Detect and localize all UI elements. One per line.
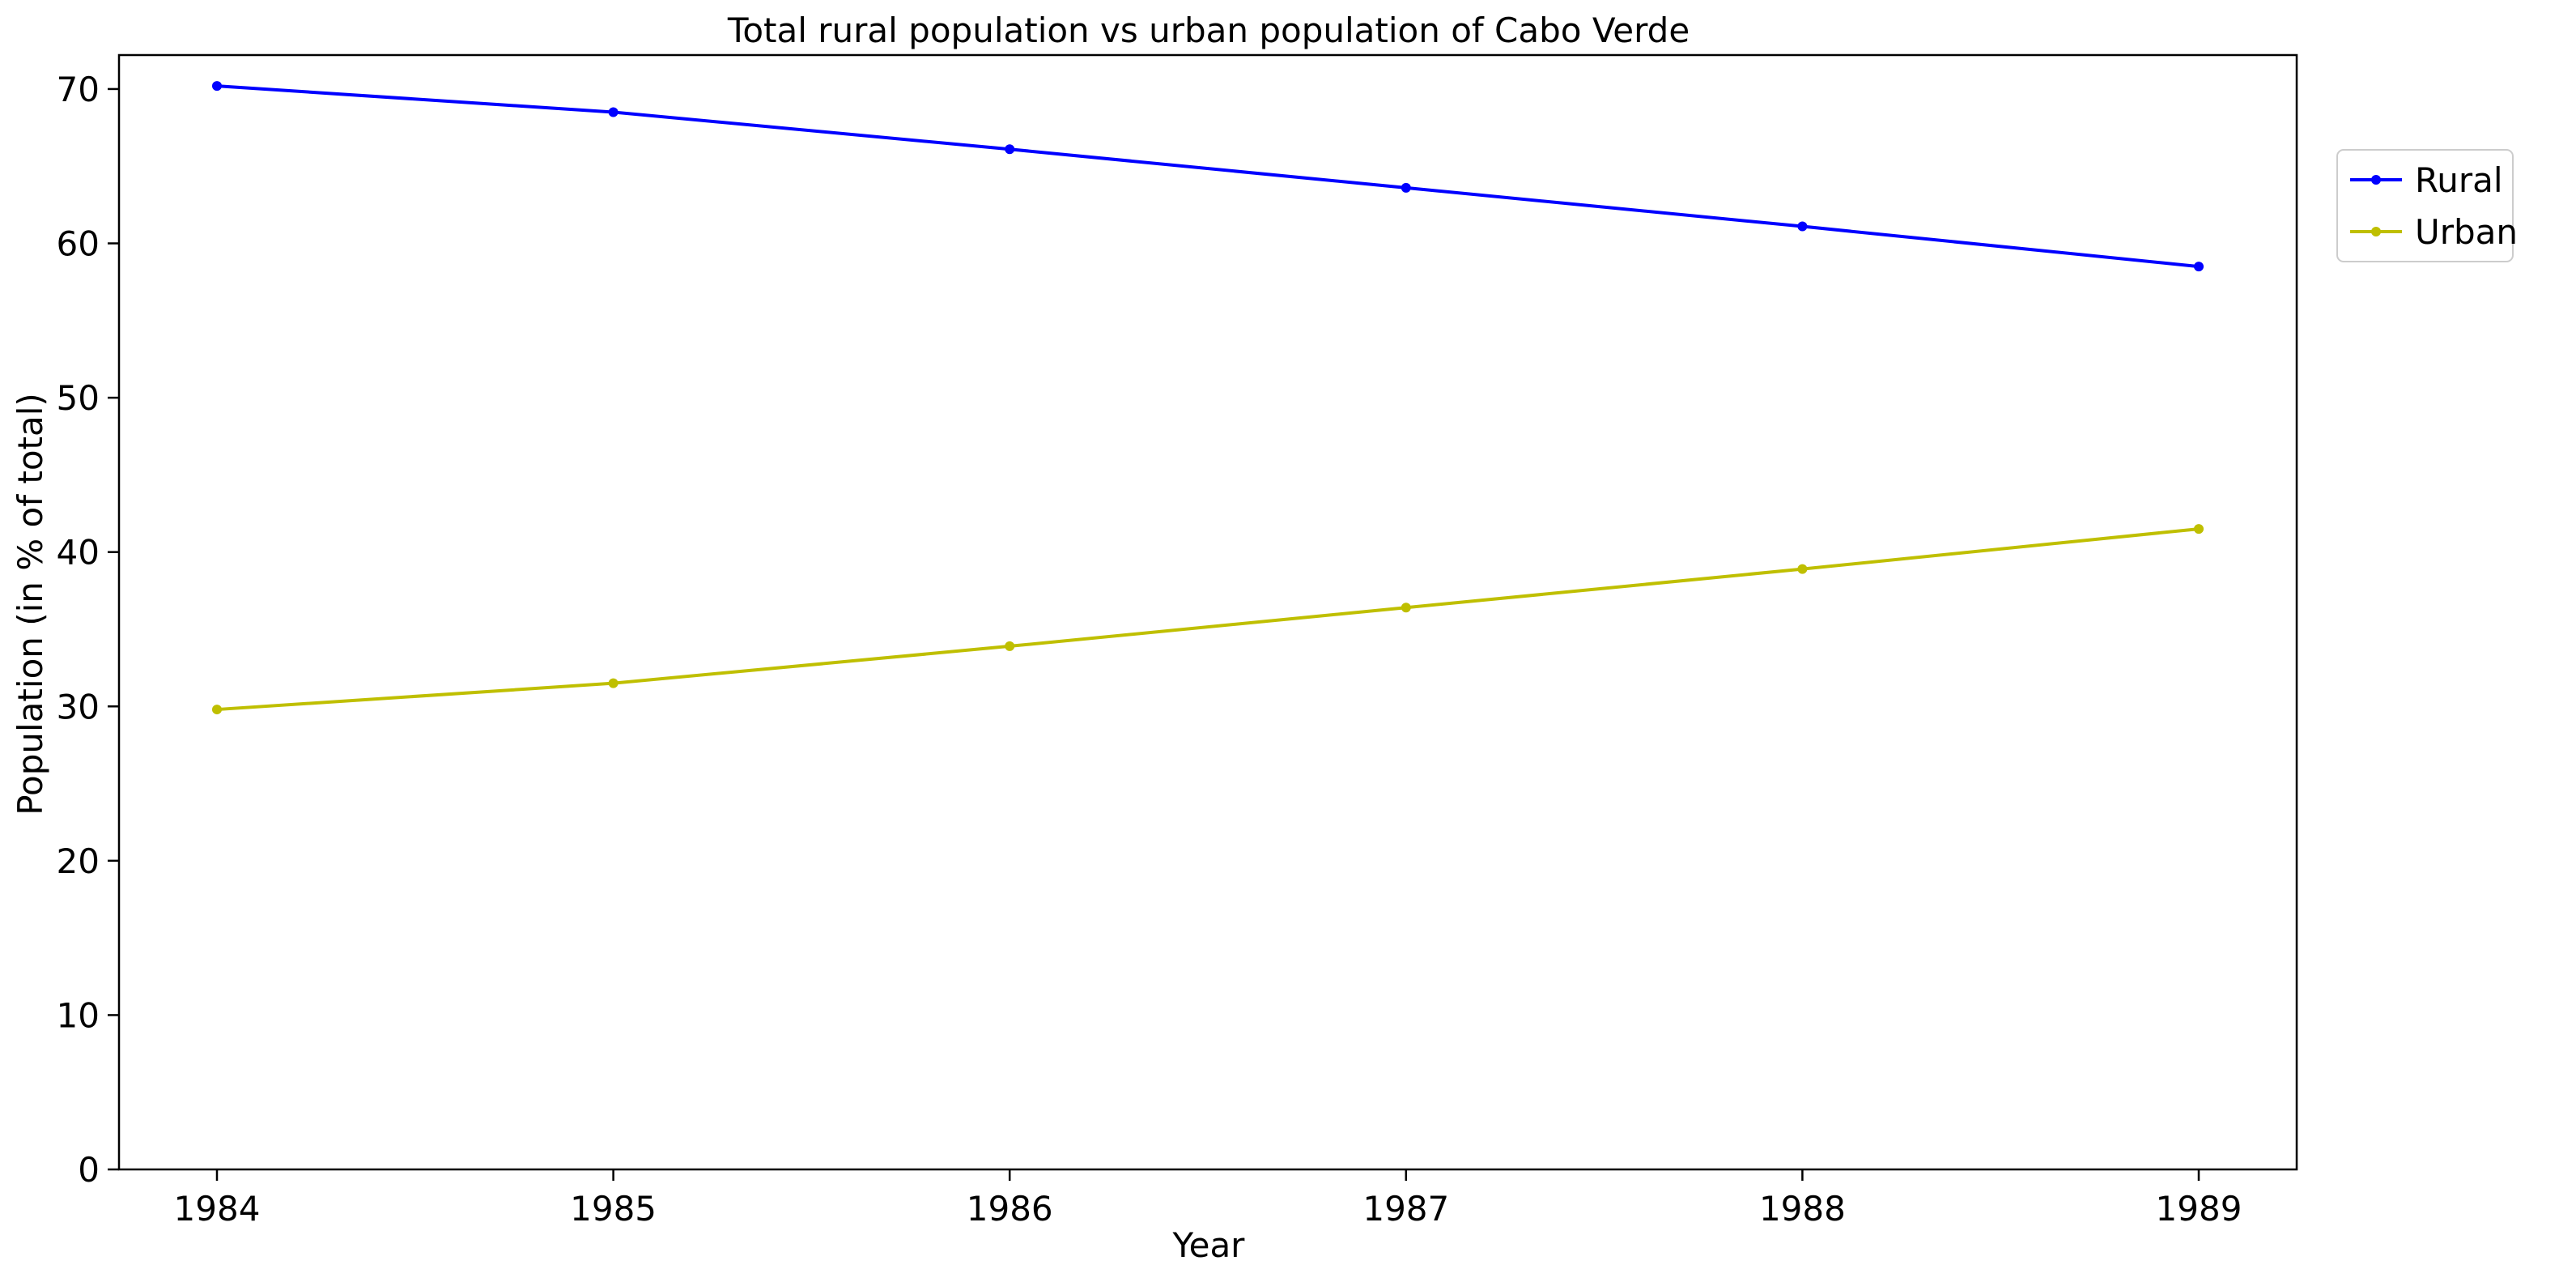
x-tick-label: 1986 — [967, 1189, 1053, 1229]
y-tick-label: 30 — [57, 687, 100, 726]
y-tick-label: 0 — [78, 1150, 100, 1190]
data-point-urban — [1797, 564, 1808, 574]
data-point-rural — [1797, 221, 1808, 232]
x-tick-label: 1989 — [2156, 1189, 2242, 1229]
y-axis-label: Population (in % of total) — [11, 393, 50, 816]
y-tick-label: 20 — [57, 841, 100, 881]
data-point-rural — [2194, 262, 2204, 272]
series-line-rural — [216, 84, 2200, 269]
x-axis-label: Year — [1172, 1225, 1246, 1265]
y-tick-label: 70 — [57, 70, 100, 109]
plot-area — [212, 81, 2204, 715]
data-point-urban — [1401, 603, 1411, 613]
y-tick-label: 50 — [57, 378, 100, 418]
y-tick-label: 40 — [57, 533, 100, 573]
x-tick-label: 1988 — [1759, 1189, 1846, 1229]
data-point-urban — [608, 678, 618, 688]
x-tick-label: 1985 — [570, 1189, 657, 1229]
y-tick-label: 60 — [57, 224, 100, 264]
data-point-rural — [1401, 182, 1411, 193]
legend-marker-urban — [2371, 227, 2381, 236]
data-point-urban — [2194, 524, 2204, 535]
legend: Rural Urban — [2336, 149, 2518, 262]
legend-box — [2336, 149, 2514, 262]
legend-label-rural: Rural — [2415, 160, 2503, 200]
data-point-urban — [1005, 641, 1015, 651]
data-point-rural — [212, 81, 222, 92]
data-point-rural — [1005, 144, 1015, 155]
legend-label-urban: Urban — [2415, 212, 2518, 252]
axes: 0 10 20 30 40 50 60 70 1984 1985 1986 1987 1988 1989 — [57, 53, 2298, 1229]
x-tick-label: 1984 — [174, 1189, 261, 1229]
chart-title: Total rural population vs urban populati… — [727, 11, 1690, 50]
legend-marker-rural — [2371, 175, 2381, 185]
data-point-rural — [608, 107, 618, 117]
x-tick-label: 1987 — [1362, 1189, 1449, 1229]
y-tick-label: 10 — [57, 995, 100, 1035]
series-line-urban — [216, 527, 2200, 712]
plot-frame — [117, 53, 2298, 1171]
data-point-urban — [212, 705, 222, 715]
